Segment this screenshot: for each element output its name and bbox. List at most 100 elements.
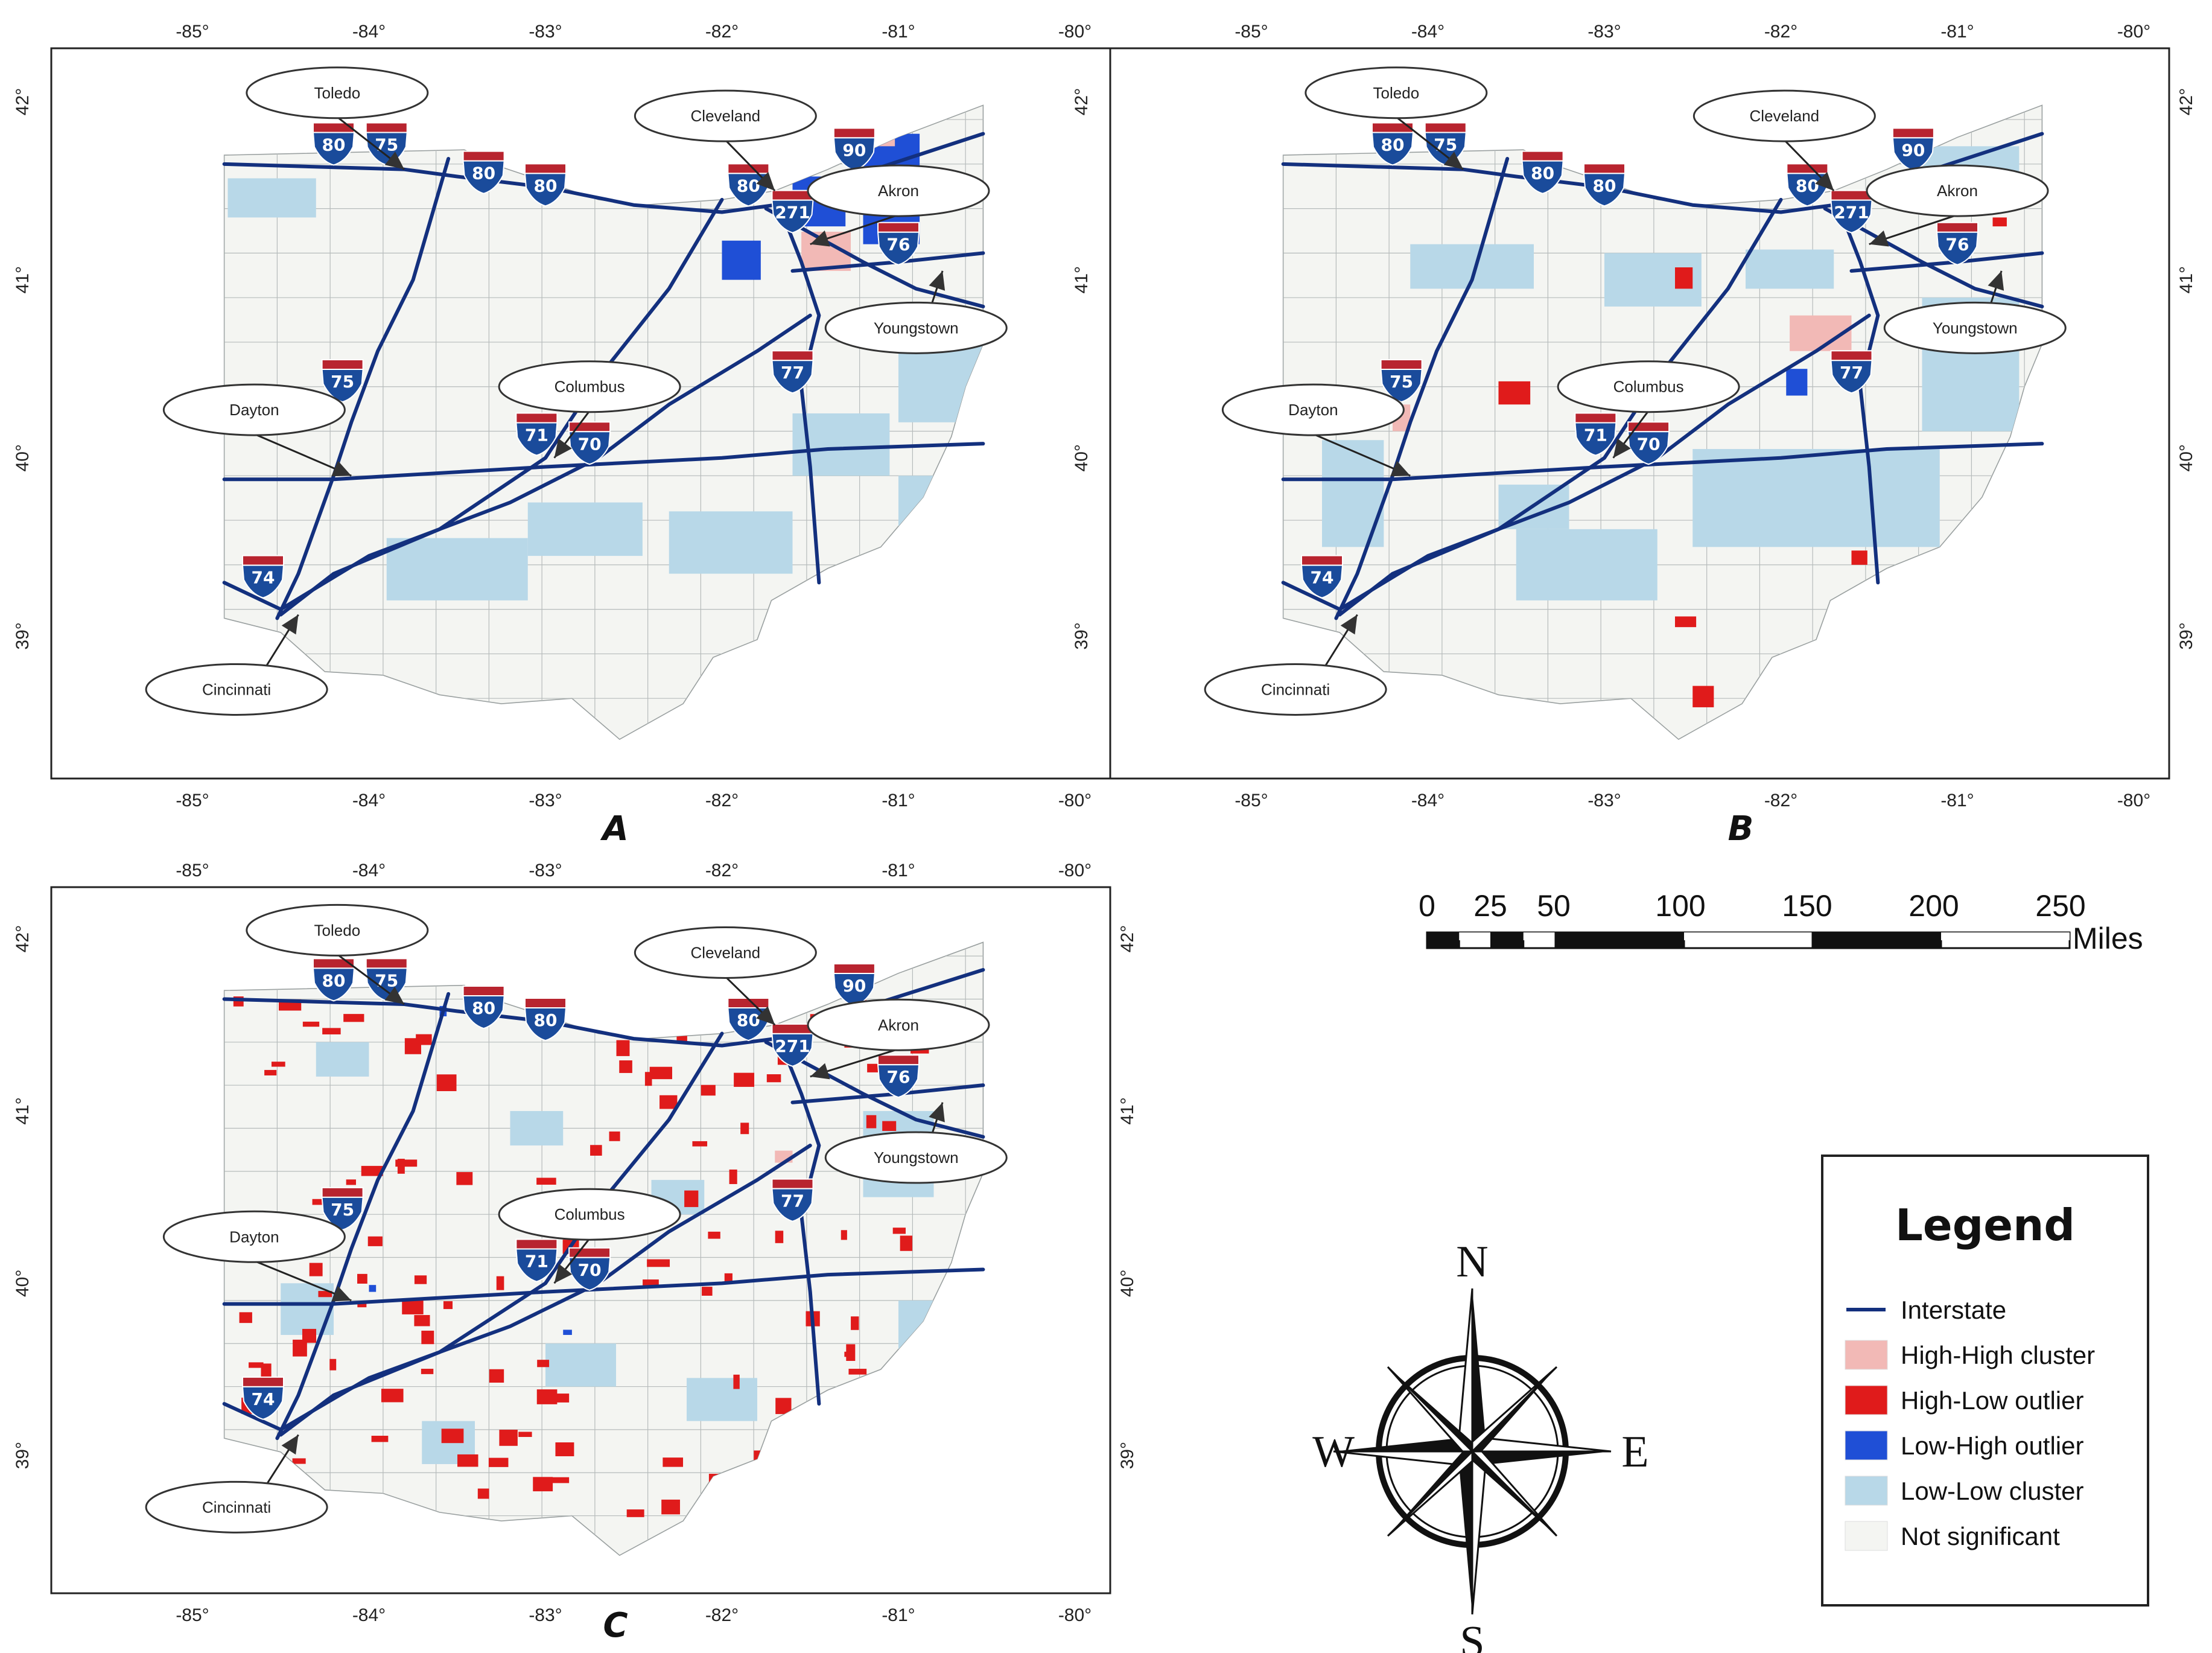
scale-label: 50: [1537, 889, 1571, 923]
map-content: 80 75 80 80 80 271 90 76 75 77 71 70 74 Toledo Clevela…: [1204, 66, 2067, 741]
map-content: 80 75 80 80 80 271 90 76 75 77 71 70 74 Toledo Clevela…: [145, 903, 1008, 1556]
arrow-icon: [929, 1102, 945, 1123]
shield-number: 271: [775, 203, 810, 223]
arrow-icon: [755, 1006, 775, 1025]
longitude-label: -81°: [882, 791, 915, 811]
shield-number: 71: [525, 425, 548, 445]
cluster-high-low: [271, 1062, 285, 1067]
legend-swatch: [1845, 1340, 1888, 1370]
latitude-label: 41°: [1117, 1097, 1137, 1124]
scale-segment: [1684, 932, 1813, 940]
cluster-low-low: [227, 178, 316, 218]
interstate-route: [222, 313, 812, 611]
city-callout: Cleveland: [1692, 89, 1876, 192]
arrow-icon: [1613, 438, 1631, 458]
arrow-icon: [384, 151, 404, 170]
longitude-label: -84°: [352, 791, 386, 811]
city-label-bubble: [824, 301, 1008, 354]
latitude-label: 40°: [13, 1270, 33, 1297]
city-callout: Akron: [1866, 164, 2049, 247]
scale-label: 200: [1908, 889, 1959, 923]
interstate-route: [275, 992, 451, 1441]
longitude-label: -82°: [1764, 791, 1797, 811]
scale-label: 25: [1473, 889, 1507, 923]
city-callouts: Toledo Cleveland Akron Youngstown Columbus Da…: [1204, 66, 2067, 716]
cluster-high-low: [264, 1069, 277, 1075]
panel-label: A: [600, 809, 628, 849]
cluster-high-low: [457, 1454, 478, 1467]
latitude-label: 41°: [13, 1097, 33, 1124]
scale-segment: [1491, 932, 1524, 940]
shield-number: 80: [1593, 176, 1616, 196]
legend-items: Interstate High-High cluster High-Low outl…: [1845, 1296, 2095, 1551]
cluster-high-low: [343, 1014, 364, 1022]
cluster-high-low: [649, 1066, 672, 1080]
cluster-high-low: [740, 1123, 749, 1135]
interstate-route: [275, 156, 451, 620]
longitude-label: -81°: [882, 861, 915, 881]
legend-label: Interstate: [1901, 1296, 2006, 1324]
longitude-label: -84°: [352, 22, 386, 42]
shield-number: 75: [1390, 372, 1413, 392]
cluster-low-low: [1746, 249, 1834, 289]
interstate-shield-icon: 75: [365, 958, 408, 1002]
panel-label: B: [1728, 809, 1754, 849]
city-label-bubble: [1883, 301, 2067, 354]
cluster-high-low: [775, 1398, 792, 1415]
cluster-high-low: [609, 1131, 620, 1141]
shield-number: 80: [322, 135, 346, 154]
compass-star-icon: [1333, 1288, 1612, 1615]
cluster-high-low: [361, 1165, 383, 1176]
cluster-low-low: [316, 1042, 369, 1077]
city-label-bubble: [1221, 383, 1405, 436]
shield-number: 75: [375, 135, 398, 154]
shields: 80 75 80 80 80 271 90 76 75 77 71 70 74: [241, 122, 920, 599]
longitude-label: -80°: [1058, 1605, 1092, 1625]
city-label-bubble: [145, 1480, 328, 1534]
latitude-label: 40°: [2176, 444, 2196, 471]
longitude-label: -85°: [176, 1605, 209, 1625]
shield-number: 71: [525, 1252, 548, 1272]
arrow-icon: [281, 614, 299, 635]
city-callout: Cleveland: [634, 89, 817, 192]
city-name: Cincinnati: [202, 1498, 271, 1516]
city-name: Cleveland: [1750, 107, 1820, 125]
interstate-shield-icon: 71: [515, 1238, 558, 1282]
shield-number: 75: [331, 372, 354, 392]
cluster-low-high: [1786, 369, 1808, 396]
city-name: Dayton: [229, 1228, 279, 1246]
city-name: Columbus: [1613, 378, 1684, 396]
latitude-label: 39°: [1072, 622, 1092, 649]
city-name: Youngstown: [874, 1148, 959, 1167]
shield-number: 80: [534, 176, 558, 196]
arrow-icon: [810, 1063, 830, 1080]
scale-segment: [1459, 932, 1492, 940]
cluster-high-low: [436, 1074, 457, 1091]
city-label-bubble: [807, 164, 990, 217]
cluster-high-low: [518, 1432, 532, 1438]
city-label-bubble: [634, 89, 817, 142]
interstate-route: [1823, 206, 2044, 308]
cluster-high-low: [555, 1442, 574, 1456]
interstate-route: [1281, 442, 2044, 482]
city-label-bubble: [162, 1210, 346, 1263]
city-callout: Columbus: [498, 360, 681, 459]
shield-number: 90: [842, 140, 866, 160]
latitude-label: 42°: [13, 925, 33, 952]
city-label-bubble: [498, 1188, 681, 1241]
interstate-shield-icon: 77: [771, 1178, 814, 1222]
cluster-low-high: [722, 240, 761, 280]
latitude-label: 39°: [13, 622, 33, 649]
latitude-label: 39°: [1117, 1442, 1137, 1469]
shield-number: 80: [737, 176, 760, 196]
cluster-high-low: [851, 1316, 859, 1330]
shield-number: 90: [1901, 140, 1925, 160]
legend-label: Not significant: [1901, 1522, 2060, 1550]
interstate-route: [279, 1031, 724, 1437]
cluster-high-low: [892, 1228, 906, 1234]
city-name: Toledo: [314, 84, 361, 102]
cluster-high-low: [684, 1190, 699, 1208]
interstate-route: [222, 1267, 985, 1306]
city-label-bubble: [807, 998, 990, 1051]
city-callout: Cincinnati: [1204, 614, 1387, 716]
